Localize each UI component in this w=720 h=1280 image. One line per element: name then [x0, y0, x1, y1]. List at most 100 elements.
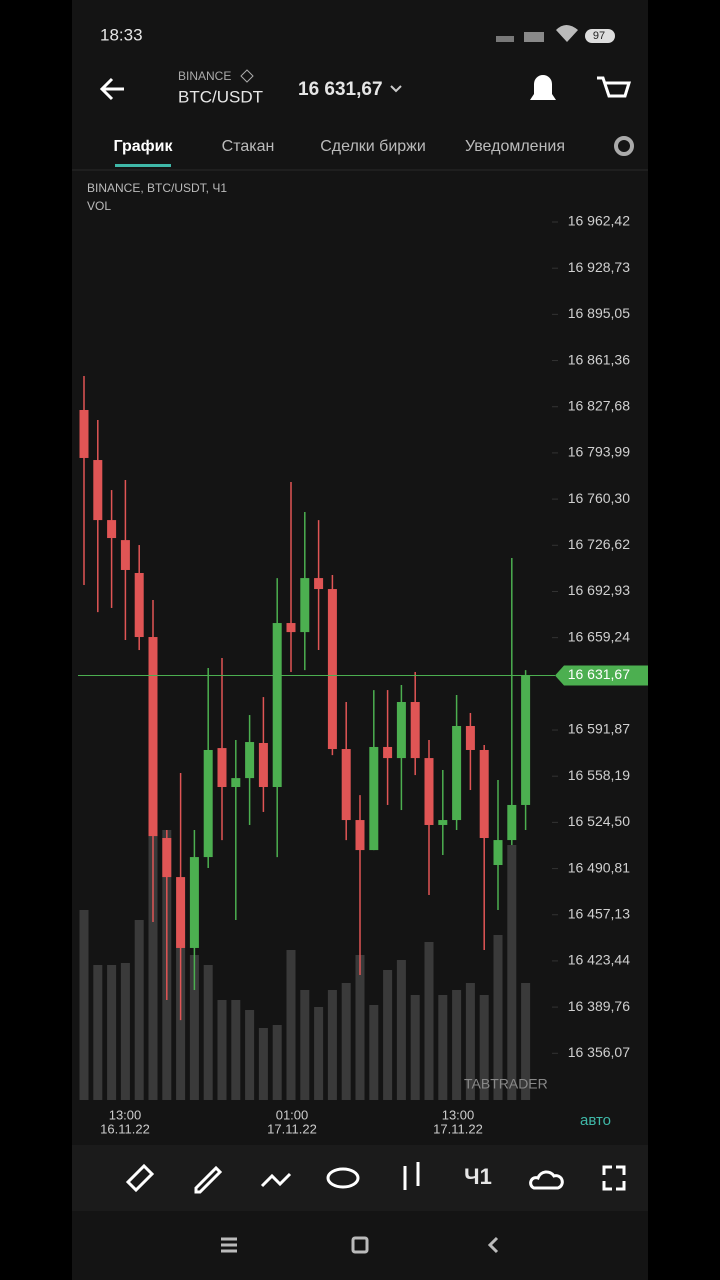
alert-button[interactable] [530, 75, 556, 103]
price-label: 16 558,19 [568, 767, 630, 783]
price-label: 16 760,30 [568, 490, 630, 506]
cart-button[interactable] [597, 76, 632, 98]
nav-menu[interactable] [221, 1237, 237, 1253]
volume-bar [410, 995, 420, 1100]
candle-body [120, 540, 130, 570]
volume-bar [148, 835, 158, 1100]
ruler[interactable] [125, 1163, 155, 1193]
draw[interactable] [194, 1165, 223, 1194]
volume-bar [203, 965, 213, 1100]
volume-bar [396, 960, 406, 1100]
price-label: 16 827,68 [568, 397, 630, 413]
candle-body [231, 778, 241, 788]
cloud[interactable] [529, 1170, 564, 1190]
exchange: BINANCE [178, 69, 231, 83]
last-price-label: 16 631,67 [568, 666, 630, 682]
volume-bar [258, 1028, 268, 1100]
volume-bar [452, 990, 462, 1100]
price-label: 16 524,50 [568, 813, 630, 829]
volume-bar [341, 983, 351, 1100]
fullscreen[interactable] [602, 1165, 626, 1191]
volume-bar [189, 955, 199, 1100]
candle-body [148, 637, 158, 837]
price-label: 16 356,07 [568, 1044, 630, 1060]
tab[interactable]: Уведомления [465, 138, 565, 155]
volume-bar [134, 920, 144, 1100]
volume-bar [327, 990, 337, 1100]
nav-bar [221, 1236, 499, 1254]
interval[interactable]: Ч1 [464, 1164, 492, 1189]
time-label: 01:00 [276, 1107, 309, 1122]
status-icons [496, 25, 615, 43]
price-label: 16 692,93 [568, 582, 630, 598]
candle-body [424, 758, 434, 825]
candle-body [286, 623, 296, 633]
date-label: 17.11.22 [267, 1121, 317, 1136]
price-label: 16 726,62 [568, 536, 630, 552]
candle-body [507, 804, 517, 841]
volume-bar [424, 942, 434, 1100]
candle-body [521, 675, 531, 805]
dropdown[interactable] [390, 85, 402, 93]
price-label: 16 793,99 [568, 444, 630, 460]
volume-bar [245, 1010, 255, 1100]
date-label: 16.11.22 [100, 1121, 150, 1136]
plot: 16 962,42 16 928,73 16 895,05 16 861,36 16 8… [78, 213, 648, 1136]
back-button[interactable] [99, 77, 124, 101]
candle-body [189, 857, 199, 948]
volume-bar [355, 955, 365, 1100]
candle-body [383, 746, 393, 759]
toolbar-icons [125, 1162, 626, 1194]
nav-back[interactable] [487, 1236, 499, 1254]
volume-bar [107, 965, 117, 1100]
candle-body [162, 838, 172, 878]
candle-body [107, 520, 117, 539]
volume-bar [383, 970, 393, 1100]
candle-body [479, 749, 489, 839]
candle-body [355, 820, 365, 851]
chart-type[interactable] [403, 1162, 420, 1190]
price-label: 16 591,87 [568, 721, 630, 737]
volume-bar [493, 935, 503, 1100]
candle-body [93, 460, 103, 521]
visibility[interactable] [326, 1167, 360, 1189]
tab-indicator [115, 164, 171, 167]
indicators[interactable] [260, 1172, 292, 1188]
price-label: 16 659,24 [568, 628, 630, 644]
price-label: 16 423,44 [568, 952, 630, 968]
volume-bar [286, 950, 296, 1100]
header-price[interactable]: 16 631,67 [298, 79, 383, 100]
candle-body [396, 702, 406, 759]
tab[interactable]: График [114, 138, 174, 155]
price-label: 16 490,81 [568, 859, 630, 875]
pair[interactable]: BTC/USDT [178, 87, 263, 106]
volume-bar [507, 845, 517, 1100]
candle-body [327, 589, 337, 750]
price-label: 16 895,05 [568, 305, 630, 321]
volume-bar [93, 965, 103, 1100]
candle-body [300, 578, 310, 633]
status-time: 18:33 [100, 25, 143, 44]
tab[interactable]: Стакан [222, 138, 275, 155]
chart-legend: BINANCE, BTC/USDT, Ч1 [87, 181, 227, 195]
settings-button[interactable] [614, 136, 634, 156]
volume-bar [314, 1007, 324, 1100]
price-label: 16 861,36 [568, 351, 630, 367]
candle-body [369, 746, 379, 851]
candle-body [341, 749, 351, 821]
date-label: 17.11.22 [433, 1121, 483, 1136]
candle-body [134, 572, 144, 638]
price-label: 16 928,73 [568, 259, 630, 275]
price-label: 16 389,76 [568, 998, 630, 1014]
volume-label: VOL [87, 199, 111, 213]
volume-bar [369, 1005, 379, 1100]
candle-body [452, 725, 462, 821]
exchange-logo [240, 69, 254, 83]
toolbar [72, 1145, 648, 1211]
candle-body [203, 749, 213, 858]
nav-home[interactable] [351, 1236, 369, 1254]
tab[interactable]: Сделки биржи [320, 138, 426, 155]
price-label: 16 457,13 [568, 905, 630, 921]
scale-mode[interactable]: авто [580, 1112, 611, 1129]
